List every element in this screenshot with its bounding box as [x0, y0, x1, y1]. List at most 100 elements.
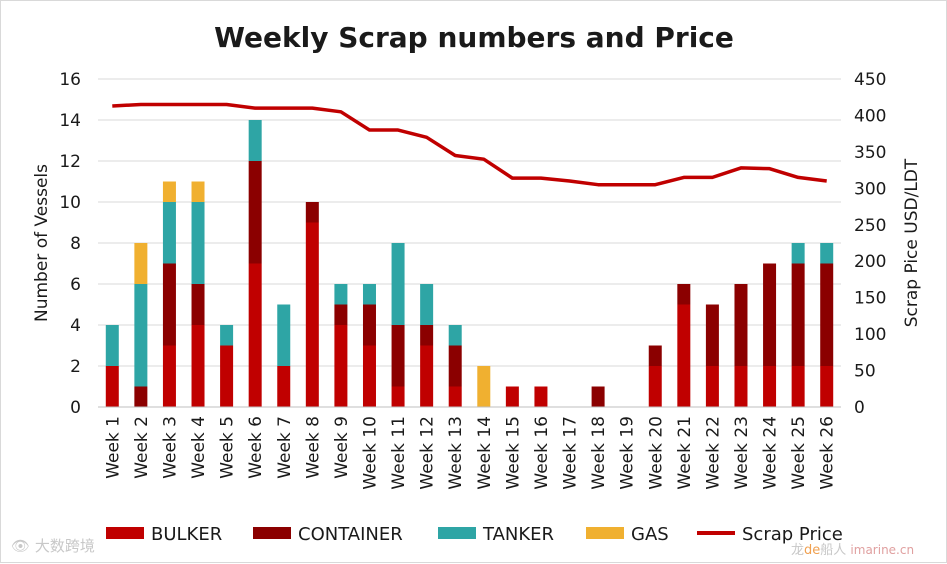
bar-container — [191, 284, 205, 325]
watermark-right-a: 龙 — [791, 543, 805, 558]
bar-container — [705, 304, 719, 366]
bar-bulker — [105, 366, 119, 407]
bar-bulker — [677, 304, 691, 407]
watermark-right-c: 船人 — [820, 543, 847, 558]
x-tick-label: Week 16 — [532, 416, 552, 490]
x-tick-label: Week 1 — [103, 416, 123, 479]
bar-tanker — [248, 120, 262, 161]
y2-tick-label: 100 — [854, 325, 886, 345]
x-tick-label: Week 8 — [303, 416, 323, 479]
bar-bulker — [305, 222, 319, 407]
y2-tick-label: 200 — [854, 252, 886, 272]
watermark-left: 👁 大数跨境 — [11, 535, 95, 556]
bar-tanker — [191, 202, 205, 284]
bar-tanker — [362, 284, 376, 305]
x-tick-label: Week 19 — [618, 416, 638, 490]
x-tick-label: Week 7 — [275, 416, 295, 479]
x-tick-label: Week 4 — [189, 416, 209, 479]
chart-title: Weekly Scrap numbers and Price — [214, 21, 734, 54]
x-tick-label: Week 22 — [703, 416, 723, 490]
series-bulker — [105, 222, 834, 407]
x-tick-label: Week 15 — [503, 416, 523, 490]
bar-container — [591, 386, 605, 407]
bar-bulker — [391, 386, 405, 407]
series-gas — [134, 181, 491, 407]
y2-tick-label: 400 — [854, 106, 886, 126]
legend-item-container: CONTAINER — [253, 524, 403, 545]
bar-tanker — [448, 325, 462, 346]
bar-container — [420, 325, 434, 346]
y2-tick-label: 50 — [854, 362, 876, 382]
bar-bulker — [820, 366, 834, 407]
bar-container — [248, 161, 262, 264]
bar-gas — [134, 243, 148, 284]
x-tick-label: Week 14 — [475, 416, 495, 490]
legend-swatch — [253, 527, 291, 539]
y2-axis-ticks: 0 50 100 150 200 250 300 350 400 450 — [854, 70, 886, 418]
bar-container — [362, 304, 376, 346]
x-tick-label: Week 17 — [561, 416, 581, 490]
bar-gas — [191, 181, 205, 202]
bar-tanker — [220, 325, 234, 346]
bar-bulker — [362, 345, 376, 407]
bar-tanker — [334, 284, 348, 305]
bar-bulker — [420, 345, 434, 407]
legend-item-gas: GAS — [586, 524, 669, 545]
bar-tanker — [420, 284, 434, 325]
bar-bulker — [705, 366, 719, 407]
x-tick-label: Week 23 — [732, 416, 752, 490]
bar-bulker — [248, 263, 262, 407]
scrap-price-line — [112, 102, 827, 187]
legend-item-tanker: TANKER — [438, 524, 554, 545]
bar-bulker — [448, 386, 462, 407]
x-axis-ticks: Week 1 Week 2 Week 3 Week 4 Week 5 Week 6 Week… — [103, 416, 837, 490]
y2-tick-label: 250 — [854, 216, 886, 236]
bar-container — [763, 263, 777, 366]
legend-item-scrap-price: Scrap Price — [697, 524, 843, 545]
y-tick-label: 0 — [70, 398, 81, 418]
bar-container — [648, 345, 662, 366]
bar-bulker — [505, 386, 519, 407]
bar-tanker — [162, 202, 176, 264]
y-tick-label: 10 — [59, 193, 81, 213]
x-tick-label: Week 12 — [418, 416, 438, 490]
legend: BULKER CONTAINER TANKER GAS Scrap Price — [106, 524, 843, 545]
scrap-price-polyline — [112, 102, 827, 187]
bar-container — [791, 263, 805, 366]
y2-axis-label: Scrap Pice USD/LDT — [902, 158, 922, 327]
y2-tick-label: 150 — [854, 289, 886, 309]
y-tick-label: 6 — [70, 275, 81, 295]
x-tick-label: Week 21 — [675, 416, 695, 490]
legend-swatch — [106, 527, 144, 539]
bar-bulker — [534, 386, 548, 407]
x-tick-label: Week 20 — [646, 416, 666, 490]
x-tick-label: Week 5 — [218, 416, 238, 479]
bar-bulker — [191, 325, 205, 407]
bar-tanker — [134, 284, 148, 387]
y-axis-ticks: 0 2 4 6 8 10 12 14 16 — [59, 70, 81, 418]
bar-bulker — [162, 345, 176, 407]
bar-bulker — [734, 366, 748, 407]
bar-tanker — [791, 243, 805, 264]
watermark-right-b: de — [804, 543, 821, 558]
watermark-right-d: imarine.cn — [850, 543, 915, 557]
bar-container — [820, 263, 834, 366]
bar-container — [134, 386, 148, 407]
x-tick-label: Week 26 — [818, 416, 838, 490]
x-tick-label: Week 2 — [132, 416, 152, 479]
y2-tick-label: 300 — [854, 179, 886, 199]
x-tick-label: Week 6 — [246, 416, 266, 479]
y-tick-label: 4 — [70, 316, 81, 336]
bar-bulker — [648, 366, 662, 407]
y2-tick-label: 450 — [854, 70, 886, 90]
y-tick-label: 14 — [59, 111, 81, 131]
bar-bulker — [220, 345, 234, 407]
x-tick-label: Week 11 — [389, 416, 409, 490]
bar-gas — [162, 181, 176, 202]
bar-tanker — [277, 304, 291, 366]
y-tick-label: 8 — [70, 234, 81, 254]
bar-container — [162, 263, 176, 346]
bar-tanker — [391, 243, 405, 325]
